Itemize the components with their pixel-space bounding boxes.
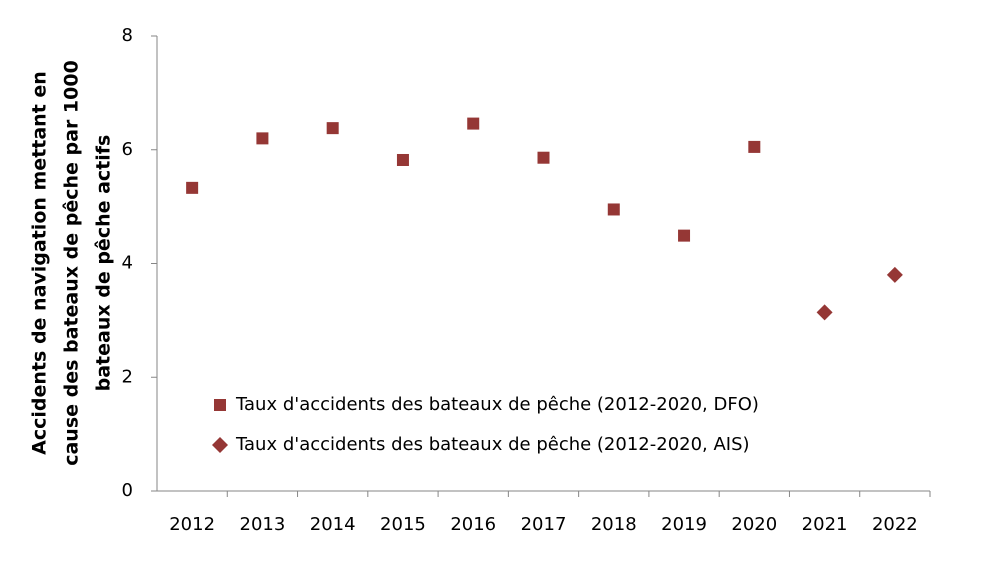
point: [326, 122, 339, 135]
point: [607, 203, 620, 216]
y-axis-title-line: Accidents de navigation mettant en: [29, 71, 51, 455]
legend-label: Taux d'accidents des bateaux de pêche (2…: [235, 434, 750, 455]
point: [816, 304, 833, 321]
y-tick-label: 8: [122, 25, 133, 46]
legend-label: Taux d'accidents des bateaux de pêche (2…: [235, 394, 759, 415]
y-axis-title: Accidents de navigation mettant en cause…: [29, 60, 115, 466]
point: [467, 117, 480, 130]
legend-marker: [212, 437, 228, 453]
point: [748, 140, 761, 153]
point: [396, 153, 409, 166]
y-axis-title-line: bateaux de pêche actifs: [93, 135, 115, 392]
y-tick-label: 6: [122, 139, 133, 160]
x-tick-label: 2021: [802, 514, 848, 535]
x-tick-label: 2013: [240, 514, 286, 535]
x-tick-label: 2015: [380, 514, 426, 535]
x-tick-label: 2012: [169, 514, 215, 535]
x-tick-label: 2016: [450, 514, 496, 535]
point: [537, 151, 550, 164]
point: [186, 181, 199, 194]
y-tick-label: 4: [122, 253, 133, 274]
x-tick-label: 2018: [591, 514, 637, 535]
x-tick-label: 2019: [661, 514, 707, 535]
legend-marker: [214, 399, 226, 411]
x-tick-label: 2014: [310, 514, 356, 535]
y-axis-title-line: cause des bateaux de pêche par 1000: [61, 60, 83, 466]
y-tick-label: 2: [122, 366, 133, 387]
point: [256, 132, 269, 145]
x-tick-label: 2020: [731, 514, 777, 535]
y-tick-label: 0: [122, 480, 133, 501]
point: [678, 229, 691, 242]
point: [886, 266, 903, 283]
x-tick-label: 2017: [521, 514, 567, 535]
x-tick-label: 2022: [872, 514, 918, 535]
